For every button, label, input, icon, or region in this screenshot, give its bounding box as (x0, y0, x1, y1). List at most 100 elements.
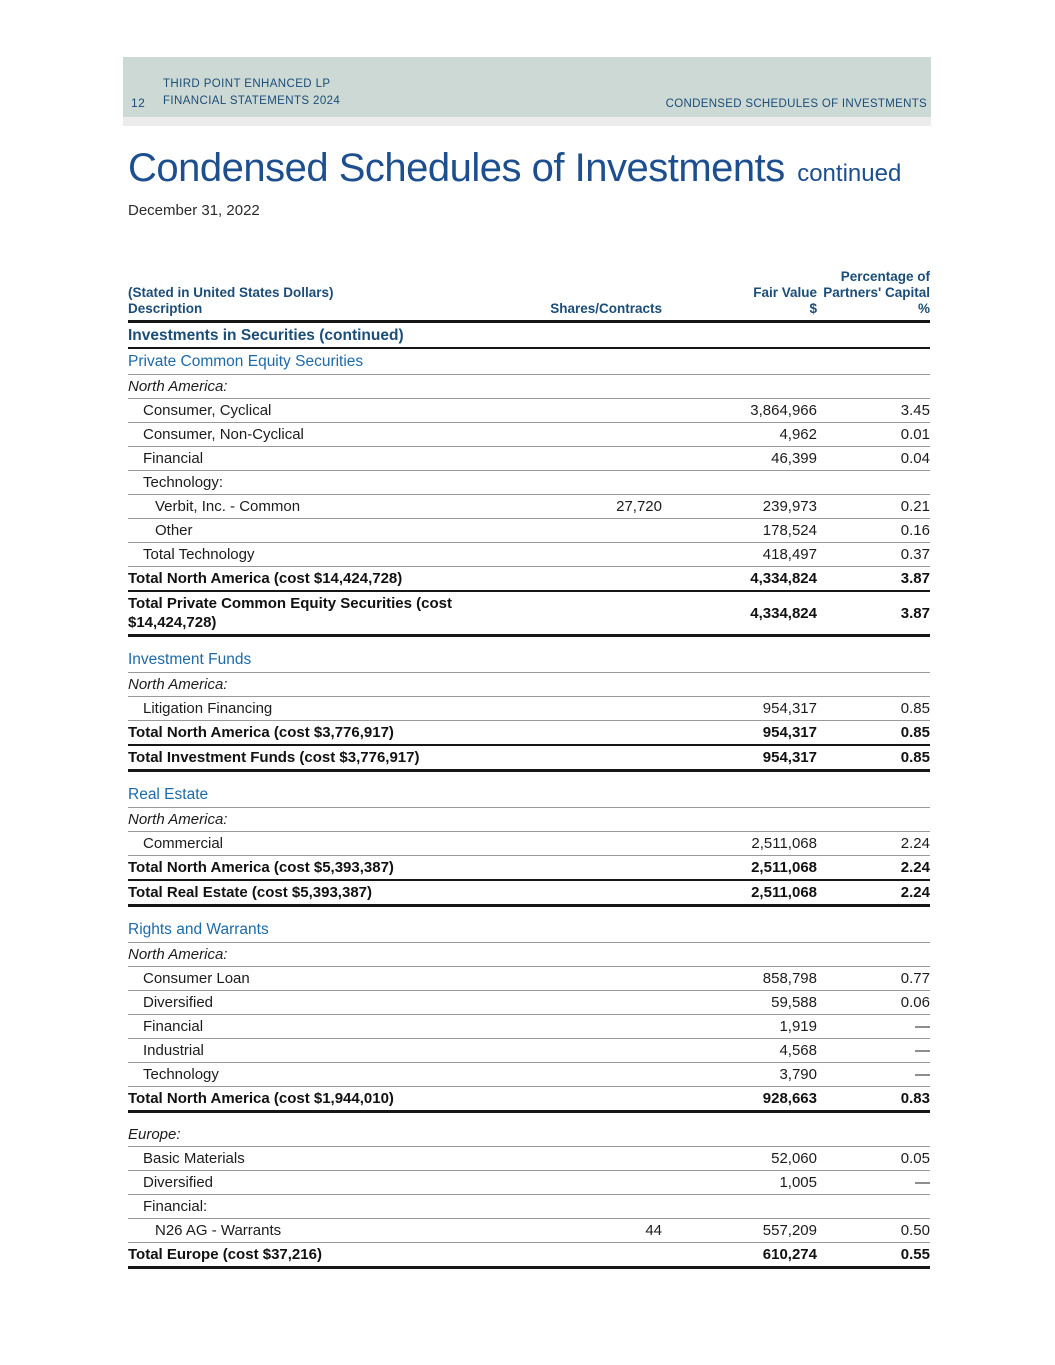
table-header: Percentage of (Stated in United States D… (128, 269, 930, 323)
row-description: Financial (143, 450, 204, 467)
row-fair-value: 2,511,068 (751, 835, 817, 852)
row-fair-value: 858,798 (762, 970, 817, 987)
table-row: Financial 1,919 — (128, 1015, 930, 1039)
row-description: Investment Funds (128, 651, 252, 668)
row-fair-value: 178,524 (762, 522, 817, 539)
row-percent-value: 0.83 (900, 1090, 930, 1107)
row-shares-value: 27,720 (616, 498, 662, 515)
table-header-row-3: Description Shares/Contracts $ % (128, 301, 930, 317)
row-fair-value: 954,317 (762, 700, 817, 717)
table-row: Investment Funds (128, 647, 930, 673)
table-spacer (128, 907, 930, 917)
table-row: Total North America (cost $5,393,387) 2,5… (128, 856, 930, 881)
row-percent-value: 0.50 (900, 1222, 930, 1239)
row-fair-value: 928,663 (762, 1090, 817, 1107)
page-header-band: 12 THIRD POINT ENHANCED LP FINANCIAL STA… (123, 57, 931, 117)
table-row: Consumer Loan 858,798 0.77 (128, 967, 930, 991)
header-pct-line1: Percentage of (840, 269, 930, 284)
row-percent-value: 0.16 (900, 522, 930, 539)
row-description: North America: (128, 378, 228, 395)
table-row: North America: (128, 673, 930, 697)
page-content: Condensed Schedules of Investments conti… (128, 146, 930, 1269)
row-description: Technology (143, 1066, 219, 1083)
table-row: Technology 3,790 — (128, 1063, 930, 1087)
table-row: Technology: (128, 471, 930, 495)
row-percent-value: 0.85 (900, 724, 930, 741)
row-description: North America: (128, 811, 228, 828)
table-row: Total Real Estate (cost $5,393,387) 2,511… (128, 881, 930, 907)
table-header-row-1: Percentage of (128, 269, 930, 285)
row-description: Investments in Securities (continued) (128, 326, 404, 344)
row-description: Rights and Warrants (128, 921, 269, 938)
table-row: Total Private Common Equity Securities (… (128, 592, 930, 637)
table-row: Total Europe (cost $37,216) 610,274 0.55 (128, 1243, 930, 1269)
table-row: Other 178,524 0.16 (128, 519, 930, 543)
table-spacer (128, 772, 930, 782)
running-header: CONDENSED SCHEDULES OF INVESTMENTS (665, 98, 927, 110)
row-percent-value: 3.87 (900, 604, 930, 622)
table-row: Industrial 4,568 — (128, 1039, 930, 1063)
row-percent-value: — (915, 1018, 930, 1035)
header-fair-value: Fair Value (753, 285, 817, 300)
row-fair-value: 418,497 (762, 546, 817, 563)
row-description: Other (155, 522, 193, 539)
row-percent-value: 0.37 (900, 546, 930, 563)
row-description: Consumer, Cyclical (143, 402, 272, 419)
row-description: Real Estate (128, 786, 209, 803)
row-percent-value: 0.01 (900, 426, 930, 443)
table-row: Financial 46,399 0.04 (128, 447, 930, 471)
row-percent-value: 2.24 (900, 884, 930, 901)
header-percent-sign: % (917, 301, 930, 316)
table-row: Litigation Financing 954,317 0.85 (128, 697, 930, 721)
row-description: Diversified (143, 1174, 214, 1191)
row-description: Total Europe (cost $37,216) (128, 1246, 322, 1263)
row-fair-value: 3,864,966 (750, 402, 817, 419)
row-fair-value: 610,274 (762, 1246, 817, 1263)
table-row: Consumer, Non-Cyclical 4,962 0.01 (128, 423, 930, 447)
table-row: N26 AG - Warrants 44 557,209 0.50 (128, 1219, 930, 1243)
row-fair-value: 1,919 (779, 1018, 817, 1035)
row-description: Total North America (cost $14,424,728) (128, 570, 403, 587)
table-row: North America: (128, 943, 930, 967)
row-percent-value: 0.04 (900, 450, 930, 467)
row-description: Diversified (143, 994, 214, 1011)
table-row: Private Common Equity Securities (128, 349, 930, 375)
row-shares-value: 44 (645, 1222, 662, 1239)
row-description: Basic Materials (143, 1150, 245, 1167)
row-fair-value: 4,962 (779, 426, 817, 443)
schedule-table: Percentage of (Stated in United States D… (128, 269, 930, 1269)
header-stated: (Stated in United States Dollars) (128, 285, 334, 300)
row-description: Total Real Estate (cost $5,393,387) (128, 884, 372, 901)
row-description: Total North America (cost $3,776,917) (128, 724, 394, 741)
brand-line-1: THIRD POINT ENHANCED LP (163, 78, 331, 90)
table-row: North America: (128, 375, 930, 399)
row-description: Total Technology (143, 546, 255, 563)
row-description: North America: (128, 946, 228, 963)
row-percent-value: 0.05 (900, 1150, 930, 1167)
row-percent-value: 0.06 (900, 994, 930, 1011)
row-percent-value: 0.21 (900, 498, 930, 515)
row-description: Financial (143, 1018, 204, 1035)
table-row: Diversified 1,005 — (128, 1171, 930, 1195)
header-shares-contracts: Shares/Contracts (550, 301, 662, 316)
row-description: Industrial (143, 1042, 204, 1059)
table-row: Consumer, Cyclical 3,864,966 3.45 (128, 399, 930, 423)
row-description: North America: (128, 676, 228, 693)
row-percent-value: — (915, 1174, 930, 1191)
row-description: Europe: (128, 1126, 181, 1143)
row-percent-value: 3.45 (900, 402, 930, 419)
table-row: Diversified 59,588 0.06 (128, 991, 930, 1015)
row-description: Private Common Equity Securities (128, 353, 364, 370)
band-shadow (123, 117, 931, 126)
table-row: Basic Materials 52,060 0.05 (128, 1147, 930, 1171)
row-percent-value: 3.87 (900, 570, 930, 587)
table-row: Financial: (128, 1195, 930, 1219)
row-percent-value: 0.85 (900, 700, 930, 717)
page-title-suffix: continued (797, 160, 902, 187)
brand-block: THIRD POINT ENHANCED LP FINANCIAL STATEM… (163, 76, 340, 110)
row-fair-value: 4,334,824 (750, 570, 817, 587)
row-fair-value: 954,317 (762, 724, 817, 741)
row-description: Financial: (143, 1198, 208, 1215)
row-description: Commercial (143, 835, 224, 852)
